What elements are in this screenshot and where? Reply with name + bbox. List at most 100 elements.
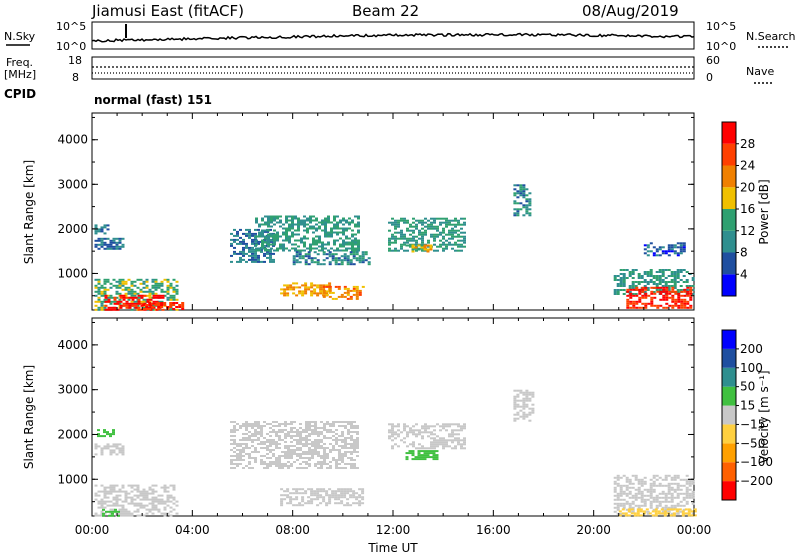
velocity-region-3 xyxy=(97,429,115,438)
velocity-colorbar-swatch xyxy=(722,348,736,368)
noise-tick-bottom-left: 10^0 xyxy=(56,40,86,53)
x-tick-label: 04:00 xyxy=(175,523,210,537)
velocity-colorbar-tick-label: 100 xyxy=(740,361,763,375)
x-axis-label: Time UT xyxy=(367,541,418,554)
power-colorbar-label: Power [dB] xyxy=(757,179,771,244)
velocity-colorbar-tick-label: −15 xyxy=(740,417,765,431)
power-colorbar-swatch xyxy=(722,187,736,209)
cpid-value: normal (fast) 151 xyxy=(94,93,212,107)
velocity-colorbar-tick-label: −200 xyxy=(740,474,773,488)
power-region-10 xyxy=(388,217,466,252)
nave-tick-bottom: 0 xyxy=(706,71,713,84)
velocity-colorbar-label: Velocity [m s⁻¹] xyxy=(757,370,771,463)
noise-strip xyxy=(91,21,695,50)
velocity-colorbar-swatch xyxy=(722,424,736,444)
velocity-ytick-label: 4000 xyxy=(57,338,88,352)
velocity-colorbar-tick-label: −50 xyxy=(740,436,765,450)
nave-tick-top: 60 xyxy=(706,54,720,67)
power-region-12 xyxy=(513,184,532,217)
power-region-15 xyxy=(643,242,686,257)
noise-tick-top-right: 10^5 xyxy=(706,20,736,33)
x-tick-label: 20:00 xyxy=(576,523,611,537)
power-region-4 xyxy=(94,224,110,235)
velocity-colorbar-swatch xyxy=(722,405,736,425)
velocity-ytick-label: 1000 xyxy=(57,472,88,486)
power-colorbar: 4 8 12 16 20 24 28 xyxy=(721,121,755,297)
power-colorbar-tick-label: 16 xyxy=(740,202,755,216)
noise-sky-line xyxy=(91,32,695,43)
station-title: Jiamusi East (fitACF) xyxy=(91,2,244,20)
velocity-region-5 xyxy=(280,488,365,507)
freq-label-line1: Freq. xyxy=(6,56,33,69)
nsearch-label: N.Search xyxy=(746,30,796,43)
velocity-colorbar-tick-label: 15 xyxy=(740,399,755,413)
x-tick-label: 00:00 xyxy=(75,523,110,537)
power-colorbar-swatch xyxy=(722,143,736,166)
freq-tick-top: 18 xyxy=(68,54,82,67)
power-region-3 xyxy=(94,237,125,250)
velocity-region-0 xyxy=(94,484,179,517)
velocity-colorbar-swatch xyxy=(722,462,736,482)
power-region-6 xyxy=(255,215,360,252)
power-colorbar-tick-label: 20 xyxy=(740,180,755,194)
velocity-region-10 xyxy=(618,508,697,517)
velocity-colorbar-tick-label: 50 xyxy=(740,380,755,394)
velocity-ytick-label: 2000 xyxy=(57,427,88,441)
x-axis: 00:00 04:00 08:00 12:00 16:00 20:00 00:00 xyxy=(75,523,712,537)
velocity-panel: 1000 2000 3000 4000 xyxy=(57,317,697,517)
power-region-1 xyxy=(104,294,165,311)
power-ytick-label: 2000 xyxy=(57,222,88,236)
freq-label-line2: [MHz] xyxy=(4,68,36,81)
velocity-plot-frame xyxy=(91,317,695,517)
x-tick-label: 08:00 xyxy=(275,523,310,537)
velocity-colorbar-tick-label: −100 xyxy=(740,455,773,469)
velocity-region-1 xyxy=(102,508,120,517)
x-tick-label: 16:00 xyxy=(476,523,511,537)
velocity-colorbar-frame xyxy=(721,329,737,501)
x-tick-label: 00:00 xyxy=(677,523,712,537)
power-region-11 xyxy=(405,244,433,253)
power-region-14 xyxy=(626,286,693,309)
nave-label: Nave xyxy=(746,65,774,78)
power-colorbar-swatch xyxy=(722,252,736,275)
x-tick-label: 12:00 xyxy=(376,523,411,537)
velocity-colorbar: 200 100 50 15 −15 −50 −100 −200 xyxy=(721,329,773,501)
noise-tick-bottom-right: 10^0 xyxy=(706,40,736,53)
velocity-colorbar-swatch xyxy=(722,330,736,349)
velocity-colorbar-swatch xyxy=(722,481,736,500)
velocity-ytick-label: 3000 xyxy=(57,383,88,397)
power-colorbar-swatch xyxy=(722,122,736,144)
power-ytick-label: 1000 xyxy=(57,266,88,280)
power-colorbar-tick-label: 4 xyxy=(740,267,748,281)
nsky-label: N.Sky xyxy=(4,30,36,43)
velocity-colorbar-swatch xyxy=(722,386,736,406)
power-colorbar-tick-label: 8 xyxy=(740,246,748,260)
power-panel: 1000 2000 3000 4000 xyxy=(57,112,695,311)
velocity-region-2 xyxy=(94,443,125,456)
power-colorbar-swatch xyxy=(722,165,736,188)
power-colorbar-tick-label: 28 xyxy=(740,137,755,151)
freq-strip xyxy=(91,56,695,80)
date-title: 08/Aug/2019 xyxy=(582,2,679,20)
beam-title: Beam 22 xyxy=(352,2,419,20)
velocity-colorbar-swatch xyxy=(722,443,736,463)
velocity-region-6 xyxy=(388,423,466,450)
power-region-7 xyxy=(280,282,332,297)
power-ytick-label: 4000 xyxy=(57,133,88,147)
power-colorbar-tick-label: 24 xyxy=(740,159,755,173)
power-y-axis-label: Slant Range [km] xyxy=(22,160,36,264)
power-region-9 xyxy=(292,251,371,266)
power-colorbar-swatch xyxy=(722,230,736,253)
power-region-8 xyxy=(322,285,365,300)
power-colorbar-tick-label: 12 xyxy=(740,224,755,238)
cpid-label: CPID xyxy=(4,87,36,101)
velocity-region-4 xyxy=(230,421,359,469)
power-region-13 xyxy=(613,269,695,295)
velocity-colorbar-tick-label: 200 xyxy=(740,342,763,356)
power-colorbar-swatch xyxy=(722,209,736,231)
velocity-colorbar-swatch xyxy=(722,367,736,387)
power-colorbar-swatch xyxy=(722,274,736,296)
velocity-region-8 xyxy=(513,389,535,422)
velocity-y-axis-label: Slant Range [km] xyxy=(22,365,36,469)
